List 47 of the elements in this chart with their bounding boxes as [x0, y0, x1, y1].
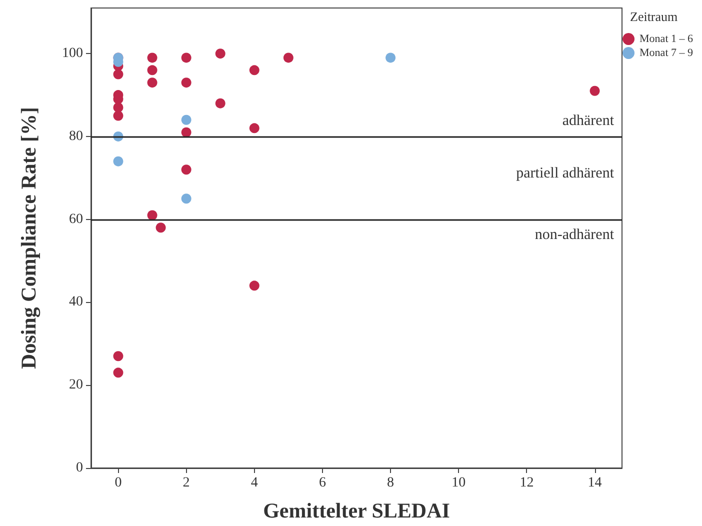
point — [147, 78, 158, 88]
point — [215, 98, 226, 108]
point — [113, 69, 124, 80]
legend-label: Monat 1 – 6 — [640, 33, 694, 45]
x-tick-label: 10 — [452, 476, 466, 490]
point — [156, 222, 166, 233]
y-tick-label: 80 — [69, 128, 83, 144]
point — [113, 102, 124, 112]
point — [249, 123, 260, 134]
x-tick-label: 8 — [387, 476, 394, 490]
point — [590, 86, 600, 96]
point — [181, 194, 192, 204]
x-axis-title: Gemittelter SLEDAI — [263, 498, 450, 522]
point — [181, 52, 192, 63]
point — [147, 210, 158, 220]
y-tick-label: 20 — [69, 378, 83, 393]
point — [386, 52, 396, 63]
legend-label: Monat 7 – 9 — [640, 47, 694, 59]
y-tick-label: 100 — [62, 46, 83, 62]
point — [283, 52, 294, 63]
legend-title: Zeitraum — [630, 9, 678, 24]
point — [113, 368, 124, 378]
point — [249, 65, 260, 76]
point — [181, 127, 192, 138]
y-tick-label: 60 — [69, 212, 83, 227]
ref-line-label: adhärent — [562, 112, 615, 129]
y-axis-title: Dosing Compliance Rate [%] — [16, 107, 40, 369]
point — [181, 114, 192, 125]
ref-line-label: non-adhärent — [534, 226, 615, 243]
point — [113, 156, 124, 166]
point — [249, 280, 260, 291]
x-tick-label: 0 — [114, 476, 122, 490]
point — [147, 52, 158, 63]
annotation: partiell adhärent — [516, 166, 615, 182]
point — [181, 78, 192, 88]
y-tick-label: 0 — [76, 460, 83, 476]
x-tick-label: 12 — [520, 476, 534, 490]
point — [215, 48, 226, 59]
x-tick-label: 4 — [250, 476, 258, 490]
point — [113, 351, 124, 362]
y-tick-label: 40 — [69, 294, 83, 310]
x-tick-label: 2 — [182, 476, 190, 490]
point — [181, 164, 192, 175]
x-tick-label: 14 — [588, 476, 602, 490]
point — [113, 110, 124, 121]
x-tick-label: 6 — [318, 476, 326, 490]
point — [147, 65, 158, 76]
